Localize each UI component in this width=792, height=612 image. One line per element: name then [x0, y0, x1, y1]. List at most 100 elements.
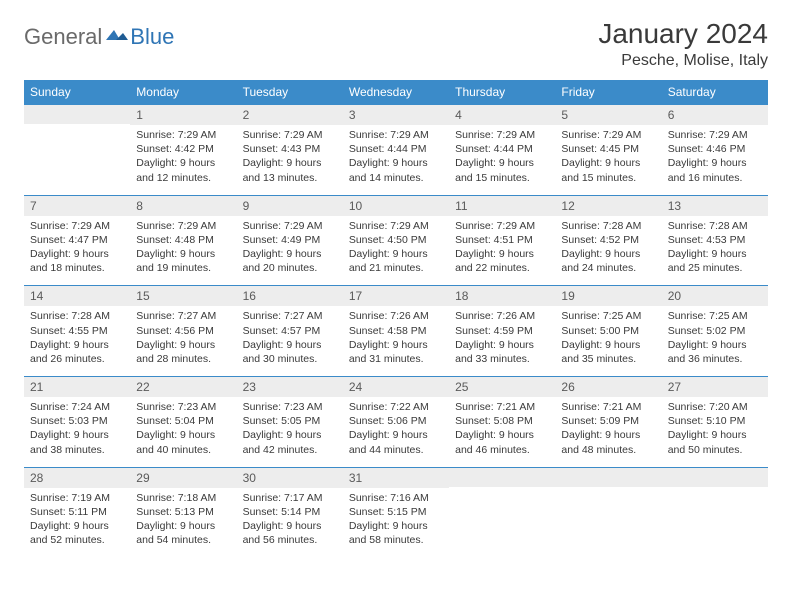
daylight-line1: Daylight: 9 hours: [455, 247, 549, 261]
sunset-text: Sunset: 4:53 PM: [668, 233, 762, 247]
daylight-line2: and 18 minutes.: [30, 261, 124, 275]
daylight-line2: and 15 minutes.: [455, 171, 549, 185]
day-body: Sunrise: 7:29 AMSunset: 4:44 PMDaylight:…: [449, 125, 555, 195]
day-body: Sunrise: 7:16 AMSunset: 5:15 PMDaylight:…: [343, 488, 449, 558]
day-cell: [662, 467, 768, 558]
sunset-text: Sunset: 4:47 PM: [30, 233, 124, 247]
day-number: 28: [24, 467, 130, 488]
daylight-line1: Daylight: 9 hours: [30, 338, 124, 352]
daylight-line1: Daylight: 9 hours: [136, 338, 230, 352]
day-cell: 5Sunrise: 7:29 AMSunset: 4:45 PMDaylight…: [555, 104, 661, 195]
daylight-line2: and 21 minutes.: [349, 261, 443, 275]
daylight-line2: and 54 minutes.: [136, 533, 230, 547]
daylight-line1: Daylight: 9 hours: [136, 247, 230, 261]
daylight-line1: Daylight: 9 hours: [136, 519, 230, 533]
sunset-text: Sunset: 4:52 PM: [561, 233, 655, 247]
empty-body: [24, 124, 130, 182]
logo-text-blue: Blue: [130, 24, 174, 50]
day-cell: 9Sunrise: 7:29 AMSunset: 4:49 PMDaylight…: [237, 195, 343, 286]
day-cell: 3Sunrise: 7:29 AMSunset: 4:44 PMDaylight…: [343, 104, 449, 195]
sunset-text: Sunset: 5:06 PM: [349, 414, 443, 428]
daylight-line1: Daylight: 9 hours: [30, 519, 124, 533]
daylight-line1: Daylight: 9 hours: [243, 519, 337, 533]
day-cell: 24Sunrise: 7:22 AMSunset: 5:06 PMDayligh…: [343, 376, 449, 467]
daylight-line1: Daylight: 9 hours: [455, 338, 549, 352]
day-body: Sunrise: 7:29 AMSunset: 4:44 PMDaylight:…: [343, 125, 449, 195]
sunset-text: Sunset: 4:57 PM: [243, 324, 337, 338]
day-body: Sunrise: 7:19 AMSunset: 5:11 PMDaylight:…: [24, 488, 130, 558]
day-cell: 13Sunrise: 7:28 AMSunset: 4:53 PMDayligh…: [662, 195, 768, 286]
dayhead-wednesday: Wednesday: [343, 80, 449, 104]
daylight-line1: Daylight: 9 hours: [243, 156, 337, 170]
day-number: 12: [555, 195, 661, 216]
day-body: Sunrise: 7:29 AMSunset: 4:46 PMDaylight:…: [662, 125, 768, 195]
daylight-line1: Daylight: 9 hours: [561, 338, 655, 352]
sunrise-text: Sunrise: 7:29 AM: [561, 128, 655, 142]
logo: General Blue: [24, 18, 174, 50]
sunrise-text: Sunrise: 7:26 AM: [455, 309, 549, 323]
day-number: 8: [130, 195, 236, 216]
day-body: Sunrise: 7:28 AMSunset: 4:52 PMDaylight:…: [555, 216, 661, 286]
day-cell: 22Sunrise: 7:23 AMSunset: 5:04 PMDayligh…: [130, 376, 236, 467]
sunset-text: Sunset: 4:51 PM: [455, 233, 549, 247]
daylight-line2: and 44 minutes.: [349, 443, 443, 457]
daylight-line1: Daylight: 9 hours: [561, 247, 655, 261]
sunset-text: Sunset: 5:05 PM: [243, 414, 337, 428]
dayhead-thursday: Thursday: [449, 80, 555, 104]
daylight-line2: and 13 minutes.: [243, 171, 337, 185]
day-number: 21: [24, 376, 130, 397]
sunrise-text: Sunrise: 7:29 AM: [455, 219, 549, 233]
month-title: January 2024: [598, 18, 768, 50]
daylight-line1: Daylight: 9 hours: [136, 428, 230, 442]
sunrise-text: Sunrise: 7:19 AM: [30, 491, 124, 505]
day-number: 3: [343, 104, 449, 125]
sunset-text: Sunset: 4:50 PM: [349, 233, 443, 247]
sunrise-text: Sunrise: 7:16 AM: [349, 491, 443, 505]
day-number: 22: [130, 376, 236, 397]
day-cell: 21Sunrise: 7:24 AMSunset: 5:03 PMDayligh…: [24, 376, 130, 467]
day-cell: 11Sunrise: 7:29 AMSunset: 4:51 PMDayligh…: [449, 195, 555, 286]
day-body: Sunrise: 7:26 AMSunset: 4:58 PMDaylight:…: [343, 306, 449, 376]
day-cell: 16Sunrise: 7:27 AMSunset: 4:57 PMDayligh…: [237, 285, 343, 376]
sunrise-text: Sunrise: 7:28 AM: [561, 219, 655, 233]
daylight-line1: Daylight: 9 hours: [668, 156, 762, 170]
daylight-line2: and 42 minutes.: [243, 443, 337, 457]
day-cell: [24, 104, 130, 195]
daylight-line1: Daylight: 9 hours: [349, 519, 443, 533]
sunset-text: Sunset: 4:58 PM: [349, 324, 443, 338]
daylight-line1: Daylight: 9 hours: [243, 338, 337, 352]
sunrise-text: Sunrise: 7:29 AM: [243, 128, 337, 142]
sunset-text: Sunset: 5:10 PM: [668, 414, 762, 428]
day-cell: 2Sunrise: 7:29 AMSunset: 4:43 PMDaylight…: [237, 104, 343, 195]
sunset-text: Sunset: 5:02 PM: [668, 324, 762, 338]
sunrise-text: Sunrise: 7:27 AM: [136, 309, 230, 323]
daylight-line2: and 26 minutes.: [30, 352, 124, 366]
day-number: 14: [24, 285, 130, 306]
calendar-table: Sunday Monday Tuesday Wednesday Thursday…: [24, 80, 768, 557]
sunset-text: Sunset: 4:45 PM: [561, 142, 655, 156]
sunrise-text: Sunrise: 7:26 AM: [349, 309, 443, 323]
week-row: 14Sunrise: 7:28 AMSunset: 4:55 PMDayligh…: [24, 285, 768, 376]
day-number: 10: [343, 195, 449, 216]
dayhead-tuesday: Tuesday: [237, 80, 343, 104]
empty-daynum: [555, 467, 661, 487]
sunset-text: Sunset: 5:03 PM: [30, 414, 124, 428]
day-cell: 31Sunrise: 7:16 AMSunset: 5:15 PMDayligh…: [343, 467, 449, 558]
day-body: Sunrise: 7:29 AMSunset: 4:43 PMDaylight:…: [237, 125, 343, 195]
week-row: 28Sunrise: 7:19 AMSunset: 5:11 PMDayligh…: [24, 467, 768, 558]
sunrise-text: Sunrise: 7:21 AM: [455, 400, 549, 414]
daylight-line2: and 52 minutes.: [30, 533, 124, 547]
week-row: 21 Sunrise: 7:24 AMSunset: 5:03 PM Dayligh…: [24, 376, 768, 467]
daylight-line2: and 25 minutes.: [668, 261, 762, 275]
sunset-text: Sunset: 4:44 PM: [349, 142, 443, 156]
daylight-line2: and 24 minutes.: [561, 261, 655, 275]
day-cell: 26Sunrise: 7:21 AMSunset: 5:09 PMDayligh…: [555, 376, 661, 467]
sunrise-text: Sunrise: 7:24 AM: [30, 400, 124, 414]
daylight-line2: and 28 minutes.: [136, 352, 230, 366]
sunrise-text: Sunrise: 7:25 AM: [668, 309, 762, 323]
day-body: Sunrise: 7:29 AMSunset: 4:49 PMDaylight:…: [237, 216, 343, 286]
sunrise-text: Sunrise: 7:29 AM: [243, 219, 337, 233]
sunrise-text: Sunrise: 7:21 AM: [561, 400, 655, 414]
dayhead-sunday: Sunday: [24, 80, 130, 104]
day-body: Sunrise: 7:28 AMSunset: 4:55 PMDaylight:…: [24, 306, 130, 376]
